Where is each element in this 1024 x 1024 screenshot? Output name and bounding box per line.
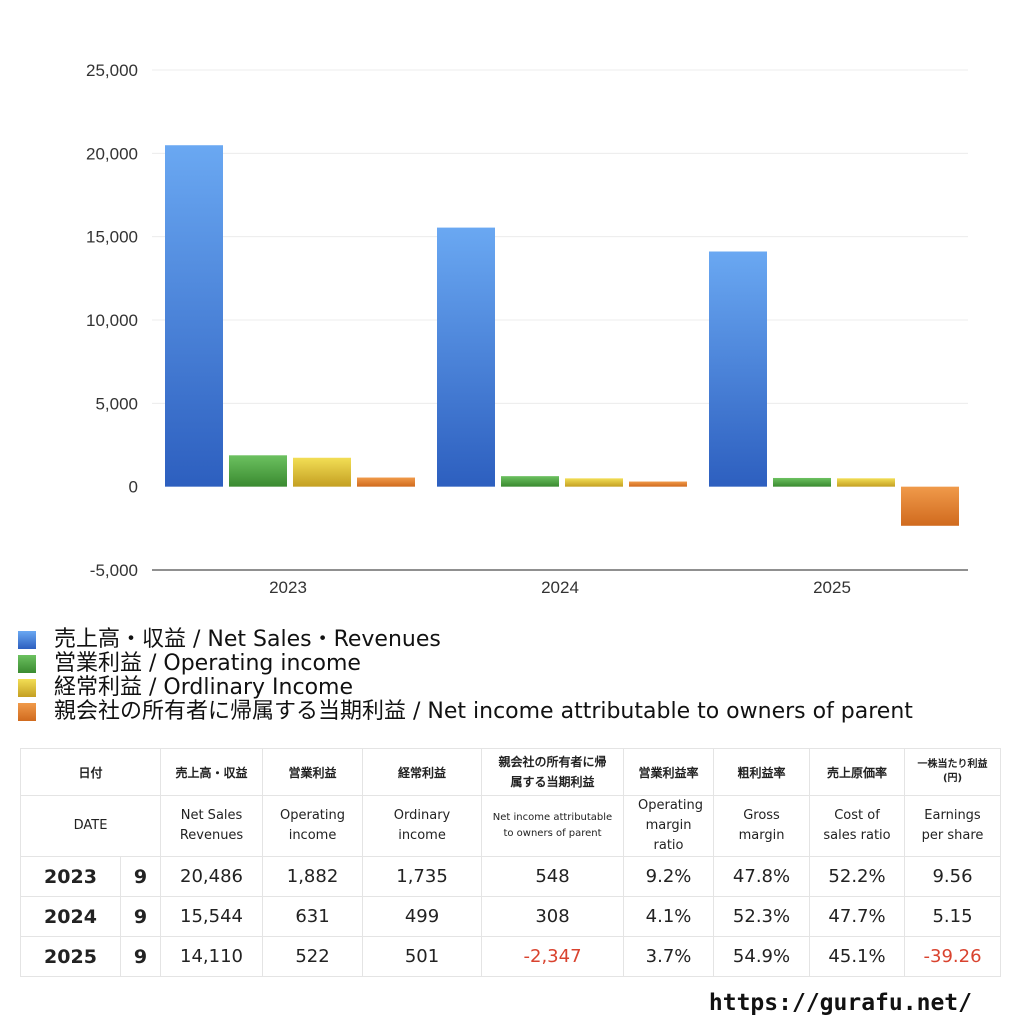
table-row: 2024 9 15,544 631 499 308 4.1% 52.3% 47.… (20, 896, 1002, 937)
header-date-en: DATE (19, 795, 162, 857)
cell-net-income: 308 (481, 896, 625, 937)
legend-swatch-blue (18, 631, 36, 649)
header-cost-ratio-ja: 売上原価率 (809, 748, 906, 796)
header-operating-en: Operating income (262, 795, 364, 857)
header-sales-ja: 売上高・収益 (160, 748, 264, 796)
cell-year: 2023 (20, 856, 121, 897)
cell-cost-ratio: 47.7% (809, 896, 906, 937)
cell-ordinary: 499 (362, 896, 483, 937)
cell-net-income: 548 (481, 856, 625, 897)
bar-2023-series-1 (229, 455, 287, 487)
y-tick-label: -5,000 (90, 561, 138, 580)
cell-operating: 1,882 (262, 856, 364, 897)
legend-label: 親会社の所有者に帰属する当期利益 / Net income attributab… (54, 699, 913, 724)
y-tick-label: 25,000 (86, 61, 138, 80)
x-axis-ticks: 2023 2024 2025 (269, 578, 851, 597)
legend-label: 経常利益 / Ordlinary Income (54, 675, 353, 700)
legend-label: 売上高・収益 / Net Sales・Revenues (54, 627, 441, 652)
y-tick-label: 0 (129, 478, 138, 497)
cell-month: 9 (119, 936, 162, 977)
legend-swatch-green (18, 655, 36, 673)
grid-lines (152, 69, 968, 404)
cell-op-margin: 4.1% (623, 896, 715, 937)
header-op-margin-en: Operating margin ratio (623, 795, 715, 857)
bar-2024-series-1 (501, 476, 559, 487)
bar-2025-series-1 (773, 477, 831, 487)
financial-table: 日付 売上高・収益 営業利益 経常利益 親会社の所有者に帰属する当期利益 営業利… (19, 748, 1002, 977)
cell-operating: 522 (262, 936, 364, 977)
header-gross-margin-en: Gross margin (713, 795, 811, 857)
header-eps-en: Earnings per share (904, 795, 1002, 857)
bar-2024-series-0 (437, 227, 495, 487)
legend-swatch-yellow (18, 679, 36, 697)
cell-ordinary: 501 (362, 936, 483, 977)
legend-label: 営業利益 / Operating income (54, 651, 361, 676)
bar-2025-series-2 (837, 478, 895, 487)
x-tick-label: 2024 (541, 578, 579, 597)
cell-gross-margin: 52.3% (713, 896, 811, 937)
table-header-en: DATE Net Sales Revenues Operating income… (19, 795, 1002, 857)
cell-year: 2025 (20, 936, 121, 977)
site-url: https://gurafu.net/ (708, 990, 972, 1016)
header-cost-ratio-en: Cost of sales ratio (809, 795, 906, 857)
header-ordinary-ja: 経常利益 (362, 748, 483, 796)
legend-item-operating-income: 営業利益 / Operating income (18, 652, 913, 676)
cell-net-income: -2,347 (481, 936, 625, 977)
cell-operating: 631 (262, 896, 364, 937)
cell-month: 9 (119, 856, 162, 897)
table-row: 2025 9 14,110 522 501 -2,347 3.7% 54.9% … (20, 936, 1002, 977)
table-row: 2023 9 20,486 1,882 1,735 548 9.2% 47.8%… (20, 856, 1002, 897)
header-sales-en: Net Sales Revenues (160, 795, 264, 857)
cell-eps: -39.26 (904, 936, 1002, 977)
cell-op-margin: 3.7% (623, 936, 715, 977)
bar-2023-series-3 (357, 477, 415, 487)
cell-ordinary: 1,735 (362, 856, 483, 897)
header-net-income-en: Net income attributable to owners of par… (481, 795, 625, 857)
cell-year: 2024 (20, 896, 121, 937)
header-gross-margin-ja: 粗利益率 (713, 748, 811, 796)
y-tick-label: 5,000 (95, 394, 138, 413)
bar-2024-series-3 (629, 481, 687, 487)
bar-2024-series-2 (565, 478, 623, 487)
y-axis-ticks: 25,000 20,000 15,000 10,000 5,000 0 -5,000 (86, 61, 138, 580)
bar-2025-series-3 (901, 486, 959, 526)
y-tick-label: 15,000 (86, 228, 138, 247)
x-tick-label: 2025 (813, 578, 851, 597)
cell-sales: 14,110 (160, 936, 264, 977)
bar-2023-series-0 (165, 145, 223, 487)
cell-month: 9 (119, 896, 162, 937)
header-net-income-ja: 親会社の所有者に帰属する当期利益 (481, 748, 625, 796)
header-op-margin-ja: 営業利益率 (623, 748, 715, 796)
legend-item-ordinary-income: 経常利益 / Ordlinary Income (18, 676, 913, 700)
bars (165, 145, 959, 526)
y-tick-label: 10,000 (86, 311, 138, 330)
header-operating-ja: 営業利益 (262, 748, 364, 796)
cell-eps: 9.56 (904, 856, 1002, 897)
cell-op-margin: 9.2% (623, 856, 715, 897)
legend-item-net-sales: 売上高・収益 / Net Sales・Revenues (18, 628, 913, 652)
cell-eps: 5.15 (904, 896, 1002, 937)
header-ordinary-en: Ordinary income (362, 795, 483, 857)
table-header-ja: 日付 売上高・収益 営業利益 経常利益 親会社の所有者に帰属する当期利益 営業利… (19, 748, 1002, 796)
header-eps-ja: 一株当たり利益(円) (904, 748, 1002, 796)
cell-cost-ratio: 52.2% (809, 856, 906, 897)
legend-swatch-orange (18, 703, 36, 721)
bar-2025-series-0 (709, 251, 767, 487)
cell-sales: 20,486 (160, 856, 264, 897)
legend: 売上高・収益 / Net Sales・Revenues 営業利益 / Opera… (18, 628, 913, 724)
cell-cost-ratio: 45.1% (809, 936, 906, 977)
bar-2023-series-2 (293, 457, 351, 487)
header-date-ja: 日付 (19, 748, 162, 796)
cell-sales: 15,544 (160, 896, 264, 937)
y-tick-label: 20,000 (86, 144, 138, 163)
bar-chart: 25,000 20,000 15,000 10,000 5,000 0 -5,000 202… (86, 61, 968, 597)
x-tick-label: 2023 (269, 578, 307, 597)
cell-gross-margin: 54.9% (713, 936, 811, 977)
cell-gross-margin: 47.8% (713, 856, 811, 897)
legend-item-net-income: 親会社の所有者に帰属する当期利益 / Net income attributab… (18, 700, 913, 724)
